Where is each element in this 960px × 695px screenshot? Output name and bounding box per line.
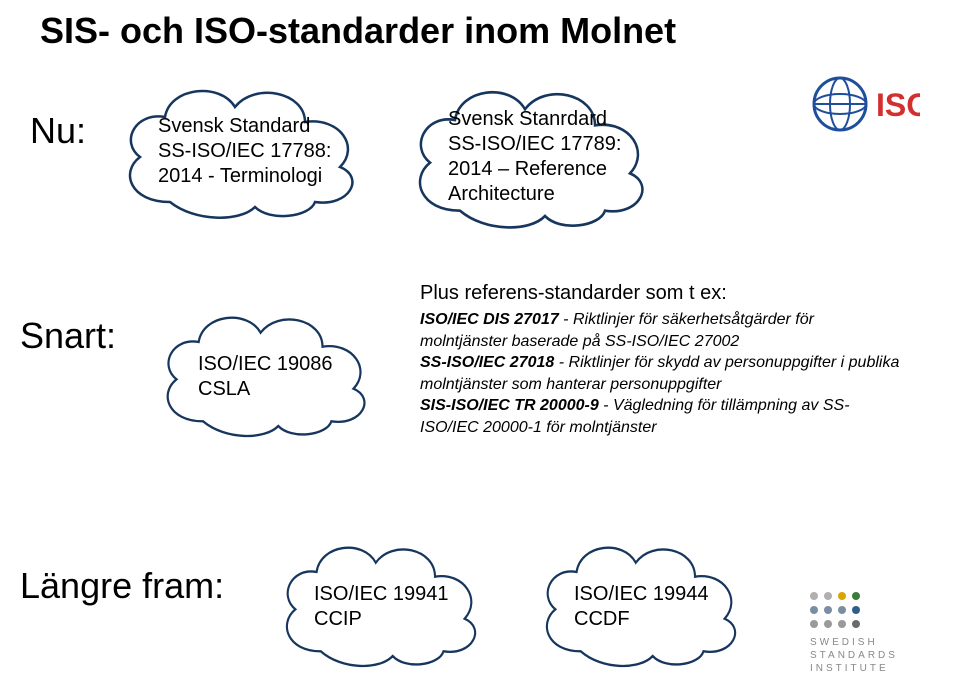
plus-3-bold: SIS-ISO/IEC TR 20000-9 [420, 397, 599, 414]
sis-dot [838, 606, 846, 614]
label-snart: Snart: [20, 315, 116, 357]
label-nu: Nu: [30, 110, 86, 152]
plus-line-3: SIS-ISO/IEC TR 20000-9 - Vägledning för … [420, 395, 900, 438]
c1-l1: Svensk Standard [158, 114, 331, 139]
iso-logo-text: ISO [876, 87, 920, 123]
iso-logo: ISO [810, 70, 920, 143]
sis-dot [824, 592, 832, 600]
c2-l3: 2014 – Reference [448, 157, 621, 182]
c5-l1: ISO/IEC 19944 [574, 582, 709, 607]
cloud-19941: ISO/IEC 19941 CCIP [270, 530, 490, 670]
sis-l1: SWEDISH [810, 636, 930, 649]
cloud-ss17788: Svensk Standard SS-ISO/IEC 17788: 2014 -… [110, 72, 370, 222]
c2-l1: Svensk Stanrdard [448, 107, 621, 132]
plus-standards-block: Plus referens-standarder som t ex: ISO/I… [420, 280, 900, 439]
c1-l3: 2014 - Terminologi [158, 164, 331, 189]
sis-dot [810, 606, 818, 614]
c3-l2: CSLA [198, 377, 333, 402]
sis-dot [810, 620, 818, 628]
sis-dots [810, 592, 930, 630]
plus-head: Plus referens-standarder som t ex: [420, 280, 900, 307]
sis-logo: SWEDISH STANDARDS INSTITUTE [810, 592, 930, 675]
c5-l2: CCDF [574, 607, 709, 632]
c2-l4: Architecture [448, 182, 621, 207]
cloud-19944: ISO/IEC 19944 CCDF [530, 530, 750, 670]
sis-l2: STANDARDS [810, 649, 930, 662]
sis-dot [838, 592, 846, 600]
sis-dot [852, 620, 860, 628]
sis-dot [810, 592, 818, 600]
c1-l2: SS-ISO/IEC 17788: [158, 139, 331, 164]
cloud-19086: ISO/IEC 19086 CSLA [150, 300, 380, 440]
sis-l3: INSTITUTE [810, 662, 930, 675]
c4-l2: CCIP [314, 607, 449, 632]
sis-dot [824, 606, 832, 614]
c3-l1: ISO/IEC 19086 [198, 352, 333, 377]
plus-line-2: SS-ISO/IEC 27018 - Riktlinjer för skydd … [420, 352, 900, 395]
cloud-ss17789: Svensk Stanrdard SS-ISO/IEC 17789: 2014 … [400, 72, 660, 232]
c2-l2: SS-ISO/IEC 17789: [448, 132, 621, 157]
plus-2-bold: SS-ISO/IEC 27018 [420, 354, 554, 371]
label-langre: Längre fram: [20, 565, 224, 607]
sis-dot [852, 606, 860, 614]
sis-dot [838, 620, 846, 628]
sis-dot [824, 620, 832, 628]
plus-line-1: ISO/IEC DIS 27017 - Riktlinjer för säker… [420, 309, 900, 352]
page-title: SIS- och ISO-standarder inom Molnet [40, 10, 676, 52]
plus-1-bold: ISO/IEC DIS 27017 [420, 311, 559, 328]
sis-dot [852, 592, 860, 600]
c4-l1: ISO/IEC 19941 [314, 582, 449, 607]
